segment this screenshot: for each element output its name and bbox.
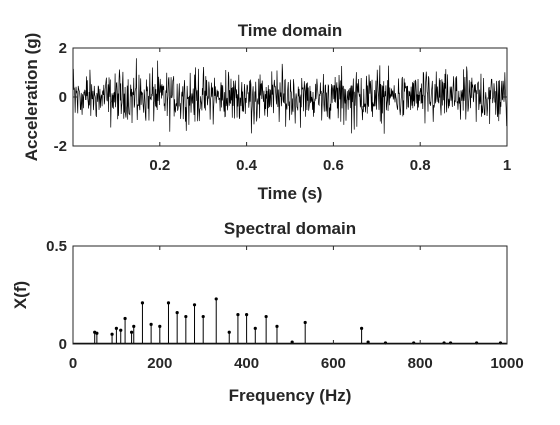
spectral-stem-marker (123, 317, 126, 320)
spectral-domain-xtick-label: 600 (321, 355, 346, 372)
spectral-stem-marker (245, 313, 248, 316)
spectral-domain-xticks: 0 200 400 600 800 1000 (69, 246, 524, 372)
time-domain-ytick-label: 2 (59, 40, 67, 57)
spectral-stem-marker (228, 331, 231, 334)
spectral-domain-title: Spectral domain (224, 219, 356, 238)
spectral-stem-marker (119, 329, 122, 332)
spectral-stem-marker (367, 340, 370, 343)
spectral-stem-marker (291, 340, 294, 343)
spectral-domain-ylabel: X(f) (11, 281, 30, 309)
spectral-stem-marker (304, 321, 307, 324)
spectral-stem-marker (254, 327, 257, 330)
time-domain-ytick-label: 0 (59, 89, 67, 106)
time-domain-xtick-label: 0.6 (323, 157, 344, 174)
spectral-domain-axes-box (73, 246, 507, 344)
spectral-stem-marker (265, 315, 268, 318)
spectral-stem-marker (215, 297, 218, 300)
spectral-stem-marker (184, 315, 187, 318)
time-domain-xlabel: Time (s) (258, 184, 323, 203)
time-domain-ylabel: Acceleration (g) (22, 33, 41, 161)
spectral-stem-marker (158, 325, 161, 328)
spectral-stem-marker (115, 327, 118, 330)
spectral-domain-xtick-label: 1000 (490, 355, 523, 372)
spectral-stem-marker (110, 333, 113, 336)
spectral-domain-stems (73, 297, 507, 344)
time-domain-xtick-label: 0.4 (236, 157, 258, 174)
spectral-stem-marker (132, 325, 135, 328)
spectral-domain-ytick-label: 0 (59, 336, 67, 353)
spectral-stem-marker (275, 325, 278, 328)
time-domain-xtick-label: 0.2 (149, 157, 170, 174)
spectral-stem-marker (95, 332, 98, 335)
spectral-stem-marker (130, 331, 133, 334)
spectral-domain-ytick-label: 0.5 (46, 238, 67, 255)
time-domain-xtick-label: 0.8 (410, 157, 431, 174)
spectral-stem-marker (150, 323, 153, 326)
spectral-stem-marker (202, 315, 205, 318)
spectral-stem-marker (193, 303, 196, 306)
time-domain-title: Time domain (238, 21, 343, 40)
spectral-domain-xtick-label: 200 (147, 355, 172, 372)
time-domain-ytick-label: -2 (54, 138, 67, 155)
spectral-domain-xlabel: Frequency (Hz) (229, 386, 352, 405)
spectral-domain-xtick-label: 400 (234, 355, 259, 372)
time-domain-xtick-label: 1 (503, 157, 511, 174)
spectral-stem-marker (141, 301, 144, 304)
spectral-stem-marker (360, 327, 363, 330)
spectral-stem-marker (176, 311, 179, 314)
spectral-stem-marker (167, 301, 170, 304)
time-domain-series-line (73, 58, 507, 134)
spectral-domain-axes: 0 200 400 600 800 1000 0 0.5 Spectral domain F… (11, 219, 524, 405)
spectral-domain-xtick-label: 800 (408, 355, 433, 372)
spectral-domain-xtick-label: 0 (69, 355, 77, 372)
time-domain-signal (73, 58, 507, 134)
time-domain-axes: 0.2 0.4 0.6 0.8 1 -202 Time domain Time (s) … (22, 21, 511, 203)
spectral-stem-marker (236, 313, 239, 316)
